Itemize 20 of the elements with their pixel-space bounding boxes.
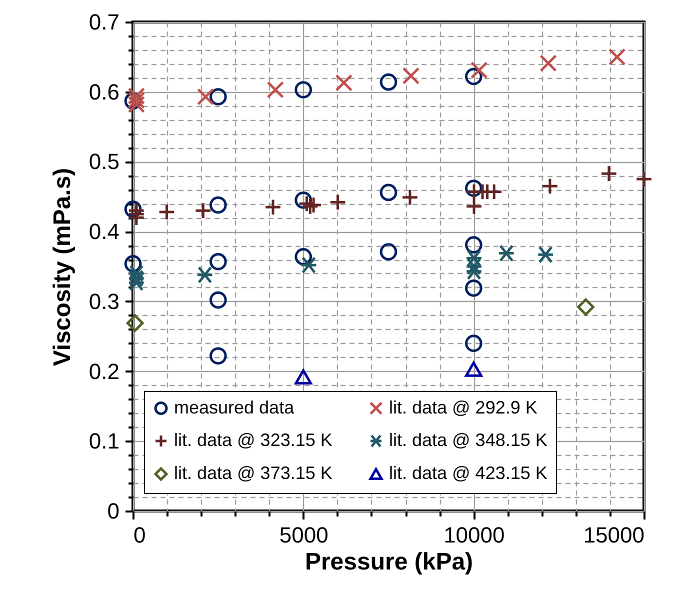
x-tick-label: 0	[134, 522, 146, 548]
legend-label: measured data	[174, 397, 296, 418]
x-tick-label: 10000	[444, 522, 505, 548]
y-tick-label: 0	[107, 498, 120, 524]
y-tick-label: 0.4	[88, 219, 120, 244]
x-axis-title: Pressure (kPa)	[304, 548, 474, 576]
y-tick-label: 0.1	[88, 428, 120, 454]
y-tick-label: 0.3	[88, 288, 120, 314]
legend-label: lit. data @ 348.15 K	[389, 430, 548, 450]
x-tick-label: 5000	[279, 522, 328, 548]
y-tick-label: 0.2	[88, 358, 120, 384]
legend-label: lit. data @ 323.15 K	[174, 430, 332, 450]
x-tick-label: 15000	[583, 522, 644, 548]
legend-label: lit. data @ 373.15 K	[174, 463, 332, 483]
y-tick-label: 0.5	[88, 149, 120, 174]
y-tick-label: 0.7	[88, 10, 120, 34]
legend-label: lit. data @ 292.9 K	[389, 397, 538, 418]
y-tick-label: 0.6	[88, 79, 120, 104]
y-axis-title: Viscosity (mPa.s)	[48, 168, 76, 366]
legend-label: lit. data @ 423.15 K	[389, 463, 548, 483]
